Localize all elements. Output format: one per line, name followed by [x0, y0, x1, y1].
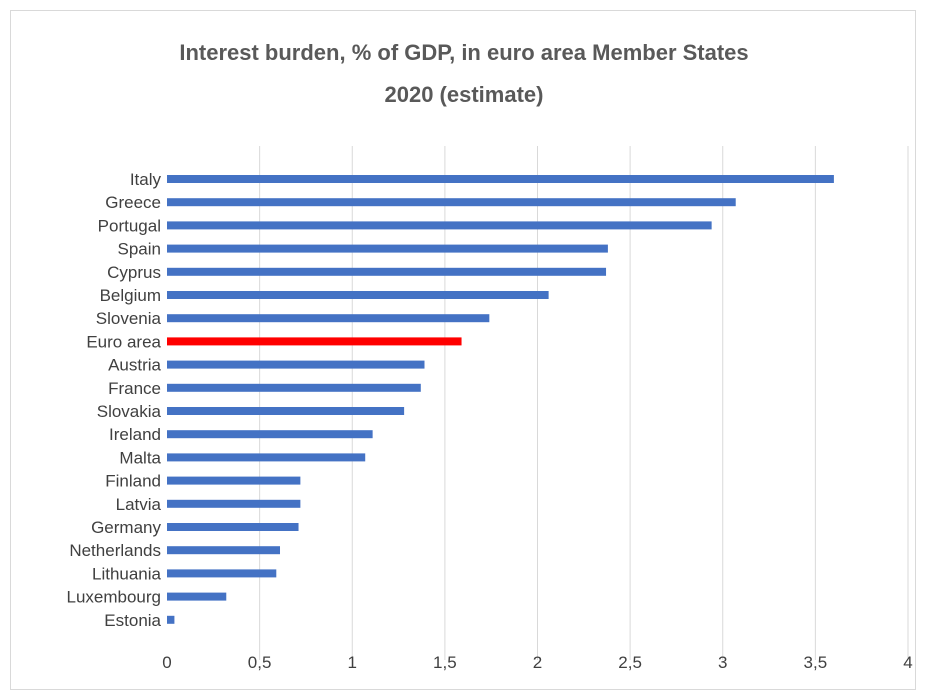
category-label: Austria — [108, 356, 161, 375]
category-label: Euro area — [86, 332, 161, 351]
bar-luxembourg — [167, 592, 227, 601]
x-tick-label: 2 — [533, 653, 542, 672]
x-tick-label: 3 — [718, 653, 727, 672]
bar-malta — [167, 453, 366, 462]
bar-slovenia — [167, 314, 490, 323]
category-label: Estonia — [104, 611, 161, 630]
category-labels: Italy Greece Portugal Spain Cyprus Belgium Slo… — [66, 170, 161, 630]
bar-belgium — [167, 291, 549, 299]
category-label: Luxembourg — [66, 588, 161, 607]
bar-chart: Italy Greece Portugal Spain Cyprus Belgium Slo… — [66, 146, 913, 672]
bar-lithuania — [167, 569, 277, 578]
x-tick-label: 1 — [348, 653, 357, 672]
x-tick-label: 3,5 — [804, 653, 828, 672]
category-label: Greece — [105, 193, 161, 212]
bar-spain — [167, 244, 608, 253]
bar-latvia — [167, 499, 301, 508]
bar-ireland — [167, 430, 373, 439]
category-label: Germany — [91, 518, 161, 537]
bar-estonia — [167, 615, 175, 624]
bar-france — [167, 383, 421, 392]
chart-title: Interest burden, % of GDP, in euro area … — [0, 32, 928, 116]
bar-greece — [167, 198, 736, 207]
bar-euro-area — [167, 337, 462, 346]
x-tick-label: 0 — [162, 653, 171, 672]
category-label: Belgium — [100, 286, 161, 305]
bar-slovakia — [167, 407, 405, 415]
category-label: Spain — [118, 240, 161, 259]
x-tick-labels: 0 0,5 1 1,5 2 2,5 3 3,5 4 — [162, 653, 912, 672]
bar-germany — [167, 523, 299, 531]
category-label: Netherlands — [69, 541, 161, 560]
category-label: Portugal — [98, 216, 161, 235]
category-label: Cyprus — [107, 263, 161, 282]
bar-netherlands — [167, 546, 281, 555]
bar-austria — [167, 360, 425, 369]
category-label: Finland — [105, 472, 161, 491]
bar-finland — [167, 476, 301, 485]
category-label: Slovakia — [97, 402, 162, 421]
category-label: Lithuania — [92, 564, 162, 583]
chart-title-line2: 2020 (estimate) — [384, 82, 544, 107]
category-label: Italy — [130, 170, 162, 189]
bars — [167, 175, 834, 624]
bar-portugal — [167, 221, 712, 230]
x-tick-label: 2,5 — [618, 653, 642, 672]
category-label: France — [108, 379, 161, 398]
chart-frame — [10, 10, 916, 690]
category-label: Latvia — [116, 495, 162, 514]
bar-cyprus — [167, 267, 607, 276]
chart-title-line1: Interest burden, % of GDP, in euro area … — [179, 40, 749, 65]
x-tick-label: 4 — [903, 653, 912, 672]
category-label: Malta — [119, 448, 161, 467]
x-tick-label: 1,5 — [433, 653, 457, 672]
x-tick-label: 0,5 — [248, 653, 272, 672]
category-label: Ireland — [109, 425, 161, 444]
category-label: Slovenia — [96, 309, 162, 328]
bar-italy — [167, 175, 834, 183]
